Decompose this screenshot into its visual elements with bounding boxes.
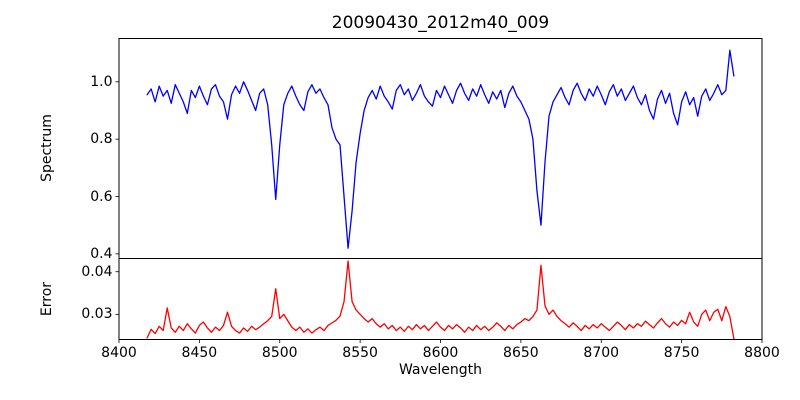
spectrum-line: [146, 49, 735, 249]
x-tick-label: 8650: [503, 345, 539, 361]
x-tick-label: 8500: [261, 345, 298, 361]
chart-title: 20090430_2012m40_009: [331, 13, 550, 33]
y-tick-label: 0.4: [90, 245, 113, 262]
error-line: [146, 260, 735, 340]
y-tick-label: 0.8: [90, 131, 113, 148]
x-tick-label: 8450: [181, 345, 218, 361]
y-tick-label: 0.03: [81, 306, 113, 323]
y-axis-label-error: Error: [39, 281, 55, 317]
y-tick-label: 0.6: [90, 188, 113, 205]
y-tick-label: 0.04: [81, 263, 113, 280]
y-tick-label: 1.0: [90, 73, 113, 90]
x-tick-label: 8750: [663, 345, 700, 361]
x-tick-label: 8550: [342, 345, 378, 361]
top-panel-frame: [118, 38, 763, 259]
y-axis-label-spectrum: Spectrum: [39, 114, 55, 182]
x-tick-label: 8600: [422, 345, 459, 361]
x-tick-label: 8700: [583, 345, 620, 361]
x-tick-label: 8400: [101, 345, 137, 361]
x-tick-label: 8800: [744, 345, 780, 361]
x-axis-label: Wavelength: [398, 362, 483, 378]
